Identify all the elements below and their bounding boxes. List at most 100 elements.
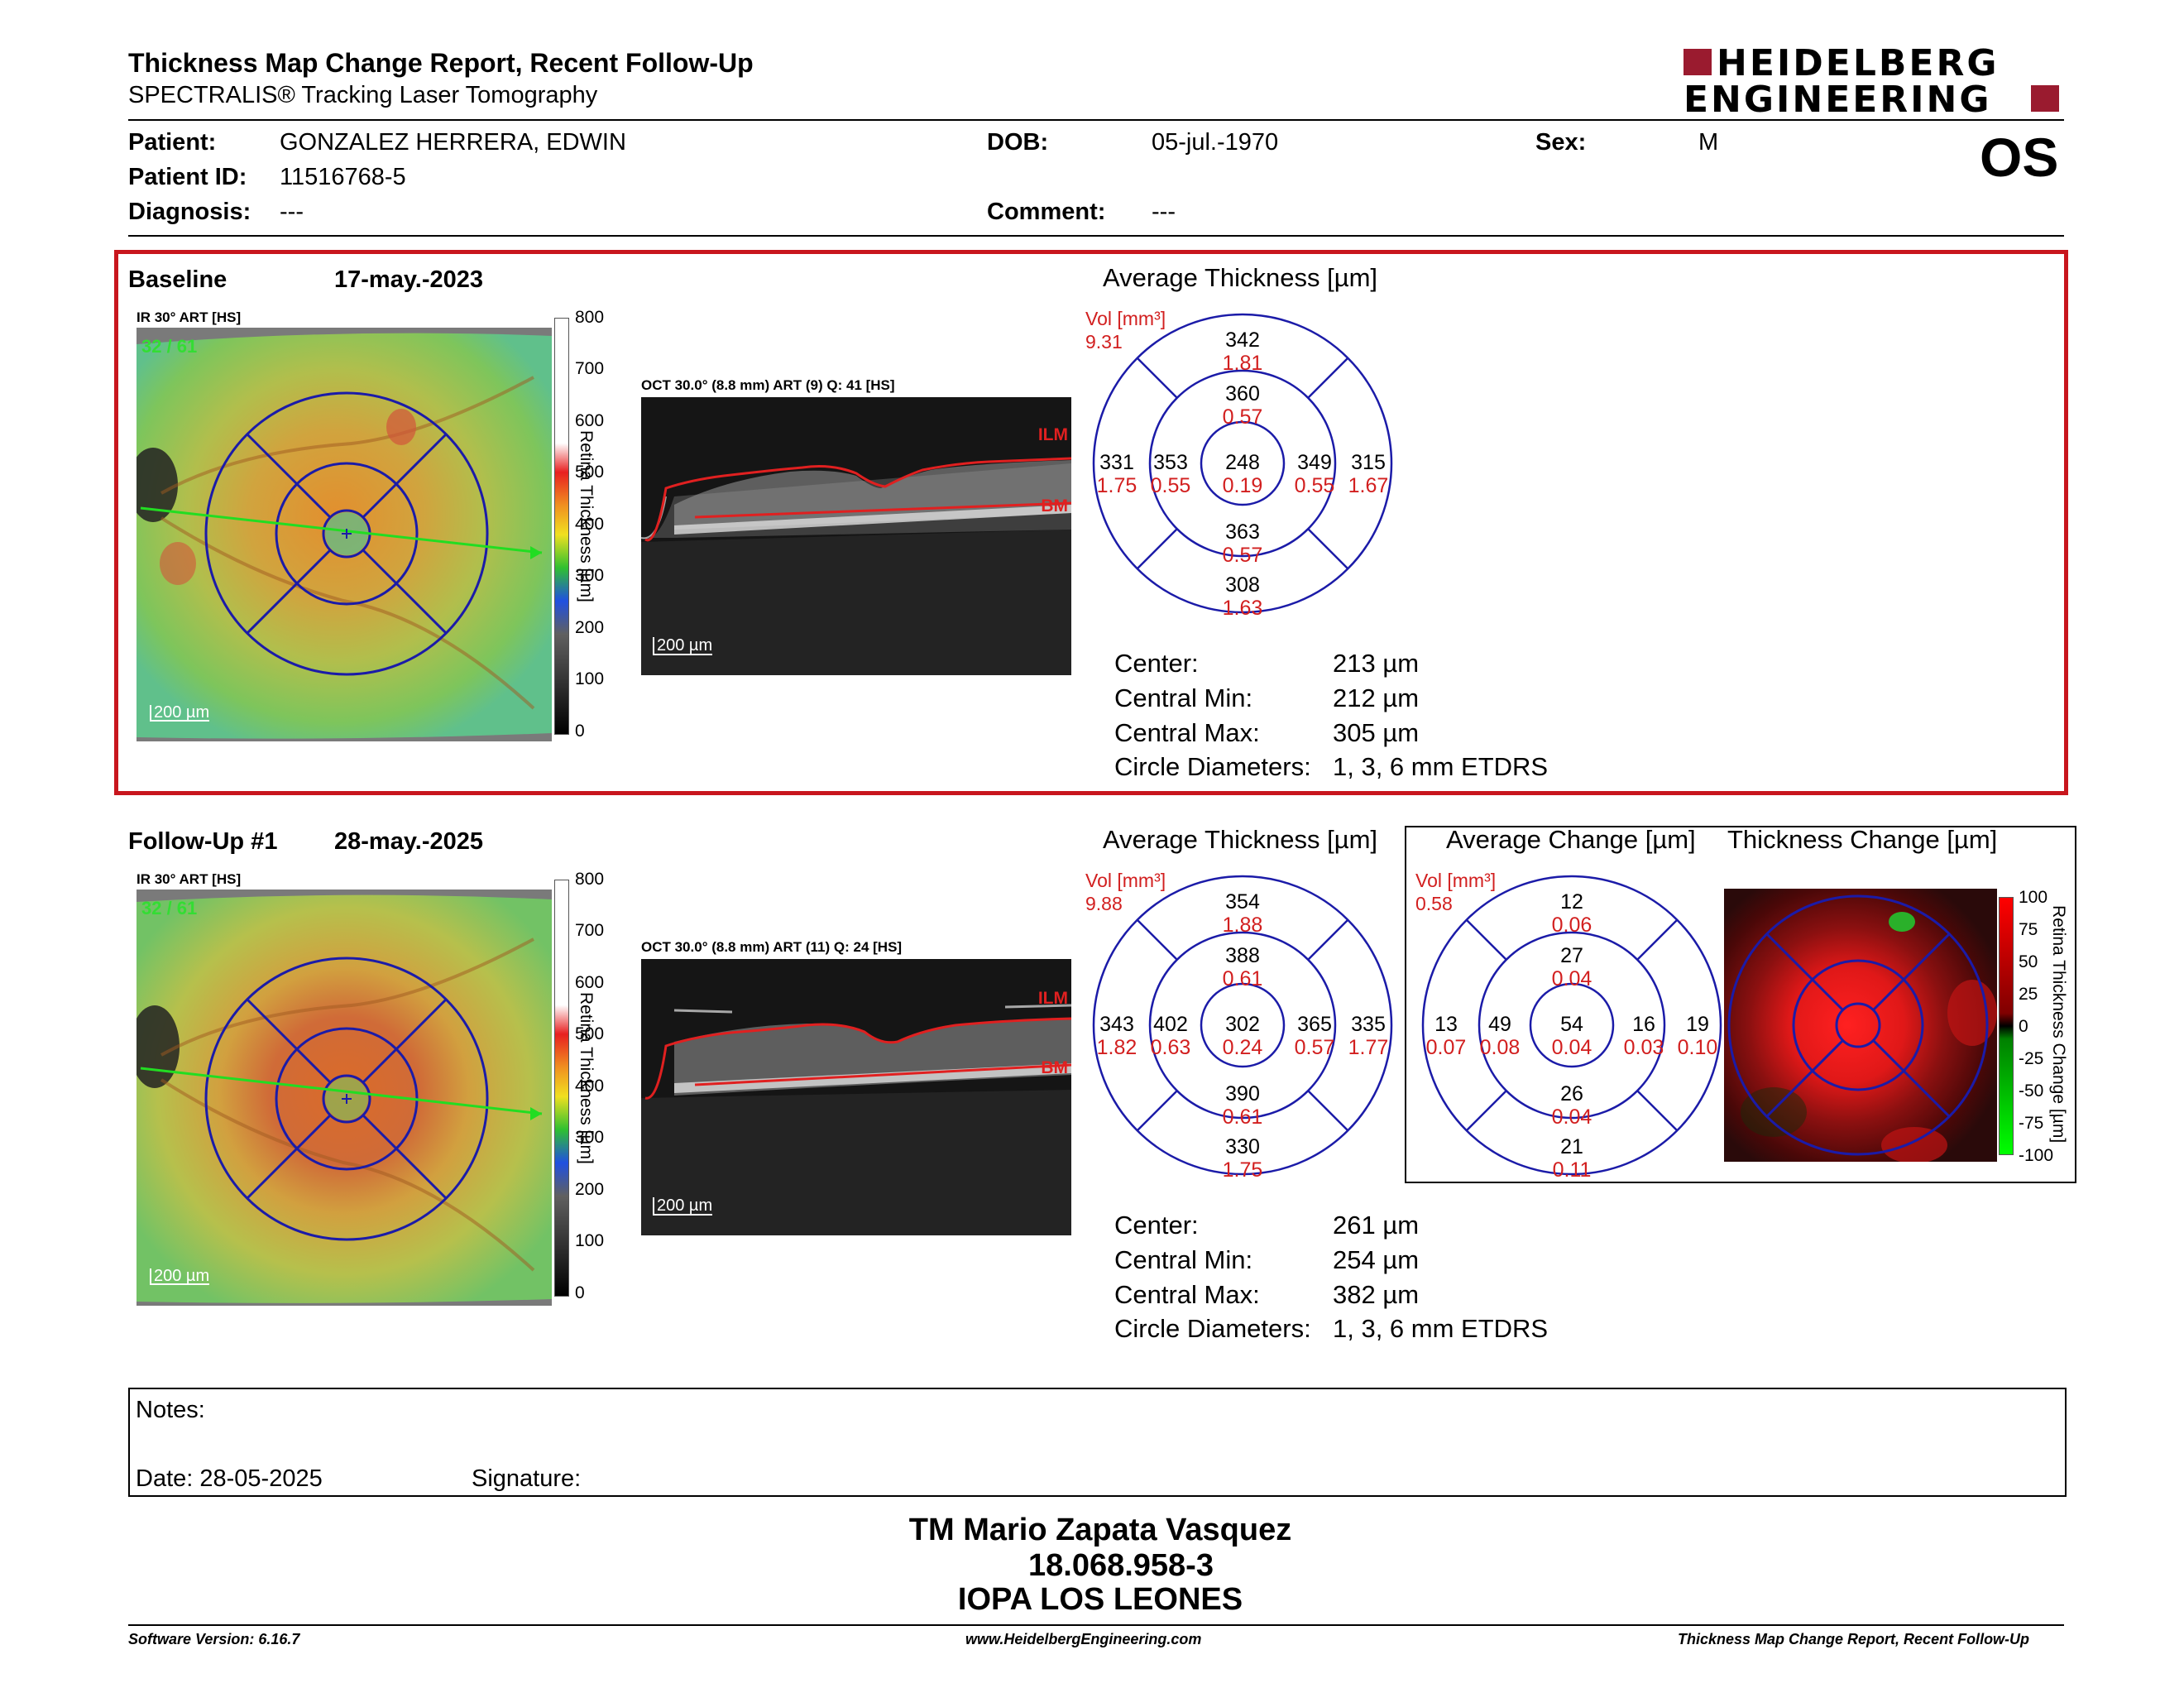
vol-total: 9.31 <box>1085 331 1123 352</box>
center-vol-change: 0.04 <box>1551 1036 1592 1059</box>
stamp-line1: TM Mario Zapata Vasquez <box>908 1513 1292 1547</box>
tick: 800 <box>575 308 605 327</box>
stat-center-label: Center: <box>1114 649 1199 678</box>
change-map-title: Thickness Change [µm] <box>1727 825 1998 854</box>
vol-label: Vol [mm³] <box>1085 870 1166 891</box>
heidelberg-logo: HEIDELBERG ENGINEERING <box>1684 42 2064 121</box>
ir-scale-bar: 200 µm <box>150 704 210 722</box>
ir-scale-bar: 200 µm <box>150 1268 210 1285</box>
tick: 100 <box>2019 888 2048 907</box>
outer-inf-thickness: 330 <box>1225 1135 1260 1158</box>
inner-right-volume: 0.57 <box>1294 1036 1335 1059</box>
report-subtitle: SPECTRALIS® Tracking Laser Tomography <box>128 82 598 108</box>
oct-scale-bar: 200 µm <box>653 637 713 655</box>
inner-right-thickness: 349 <box>1297 451 1332 474</box>
inner-inf-vol-change: 0.04 <box>1551 1105 1592 1129</box>
stat-diam-label: Circle Diameters: <box>1114 752 1311 781</box>
report-title: Thickness Map Change Report, Recent Foll… <box>128 48 754 78</box>
thickness-change-map <box>1724 889 1997 1163</box>
inner-inf-volume: 0.57 <box>1222 544 1263 567</box>
signature-label: Signature: <box>472 1465 582 1492</box>
tick: 800 <box>575 870 605 889</box>
dob-label: DOB: <box>987 129 1049 156</box>
stamp-line2: 18.068.958-3 <box>1028 1548 1214 1583</box>
followup-label: Follow-Up #1 <box>128 828 278 855</box>
baseline-oct-image: ILM BM 200 µm <box>641 397 1071 675</box>
comment-value: --- <box>1152 199 1176 225</box>
outer-inf-volume: 1.63 <box>1222 597 1263 620</box>
baseline-label: Baseline <box>128 266 228 293</box>
stat-diam-value: 1, 3, 6 mm ETDRS <box>1333 752 1549 781</box>
tick: 300 <box>575 1128 605 1147</box>
inner-right-vol-change: 0.03 <box>1623 1036 1664 1059</box>
outer-inf-volume: 1.75 <box>1222 1158 1263 1182</box>
followup-oct-label: OCT 30.0° (8.8 mm) ART (11) Q: 24 [HS] <box>641 939 903 955</box>
tick: 600 <box>575 411 605 430</box>
tick: 0 <box>575 1283 585 1302</box>
logo-square-icon <box>1684 49 1712 75</box>
baseline-avg-title: Average Thickness [µm] <box>1103 263 1378 292</box>
inner-inf-change: 26 <box>1560 1082 1583 1105</box>
tick: 0 <box>2019 1017 2028 1036</box>
inner-inf-thickness: 390 <box>1225 1082 1260 1105</box>
baseline-etdrs-grid: 248 0.19 360 0.57 363 0.57 353 0.55 349 … <box>1085 306 1400 621</box>
change-colorbar <box>1999 897 2014 1155</box>
followup-ir-label: IR 30° ART [HS] <box>136 871 242 887</box>
outer-left-thickness: 343 <box>1099 1013 1134 1036</box>
outer-left-vol-change: 0.07 <box>1425 1036 1467 1059</box>
tick: 25 <box>2019 985 2038 1004</box>
center-volume: 0.24 <box>1222 1036 1263 1059</box>
logo-square-icon <box>2031 85 2059 112</box>
baseline-frame <box>114 250 2068 795</box>
change-colorbar-title: Retina Thickness Change [µm] <box>2049 905 2068 1144</box>
notes-label: Notes: <box>136 1397 205 1423</box>
tick: -50 <box>2019 1081 2044 1101</box>
oct-scale-bar: 200 µm <box>653 1197 713 1216</box>
footer-report-title: Thickness Map Change Report, Recent Foll… <box>1678 1631 2030 1647</box>
dob-value: 05-jul.-1970 <box>1152 129 1279 156</box>
inner-inf-thickness: 363 <box>1225 520 1260 544</box>
inner-sup-thickness: 388 <box>1225 944 1260 967</box>
change-colorbar-ticks: 100 75 50 25 0 -25 -50 -75 -100 <box>2019 888 2053 1165</box>
tick: 500 <box>575 1024 605 1043</box>
notes-box[interactable] <box>128 1388 2067 1497</box>
footer-divider <box>128 1624 2064 1626</box>
baseline-ir-label: IR 30° ART [HS] <box>136 309 242 325</box>
followup-colorbar-title: Retina Thickness [µm] <box>577 992 596 1164</box>
stat-min-label: Central Min: <box>1114 683 1253 712</box>
inner-sup-thickness: 360 <box>1225 382 1260 405</box>
outer-sup-thickness: 342 <box>1225 328 1260 352</box>
center-change: 54 <box>1560 1013 1583 1036</box>
stat-max-label: Central Max: <box>1114 1280 1260 1309</box>
tick: 0 <box>575 722 585 741</box>
inner-sup-volume: 0.57 <box>1222 405 1263 429</box>
inner-left-thickness: 402 <box>1153 1013 1188 1036</box>
change-etdrs-grid: 54 0.04 27 0.04 26 0.04 49 0.08 16 0.03 … <box>1415 868 1729 1182</box>
tick: 500 <box>575 463 605 482</box>
tick: 400 <box>575 515 605 534</box>
outer-right-thickness: 335 <box>1351 1013 1386 1036</box>
outer-left-volume: 1.82 <box>1096 1036 1138 1059</box>
diagnosis-value: --- <box>280 199 304 225</box>
outer-inf-change: 21 <box>1560 1135 1583 1158</box>
tick: 200 <box>575 1180 605 1199</box>
stat-diam-value: 1, 3, 6 mm ETDRS <box>1333 1314 1549 1343</box>
website-link[interactable]: www.HeidelbergEngineering.com <box>965 1631 1202 1647</box>
inner-sup-vol-change: 0.04 <box>1551 967 1592 990</box>
ir-overlay-text: 32 / 61 <box>141 898 198 918</box>
inner-inf-volume: 0.61 <box>1222 1105 1263 1129</box>
tick: 300 <box>575 566 605 585</box>
patient-id-label: Patient ID: <box>128 164 247 190</box>
followup-oct-image: ILM BM 200 µm <box>641 959 1071 1235</box>
followup-etdrs-grid: 302 0.24 388 0.61 390 0.61 402 0.63 365 … <box>1085 868 1400 1182</box>
diagnosis-label: Diagnosis: <box>128 199 251 225</box>
stat-center-label: Center: <box>1114 1211 1199 1240</box>
center-thickness: 248 <box>1225 451 1260 474</box>
outer-sup-vol-change: 0.06 <box>1551 914 1592 937</box>
sex-value: M <box>1698 129 1719 156</box>
tick: 50 <box>2019 952 2038 971</box>
inner-left-vol-change: 0.08 <box>1479 1036 1521 1059</box>
stat-min-label: Central Min: <box>1114 1245 1253 1274</box>
sex-label: Sex: <box>1535 129 1587 156</box>
followup-avg-title: Average Thickness [µm] <box>1103 825 1378 854</box>
